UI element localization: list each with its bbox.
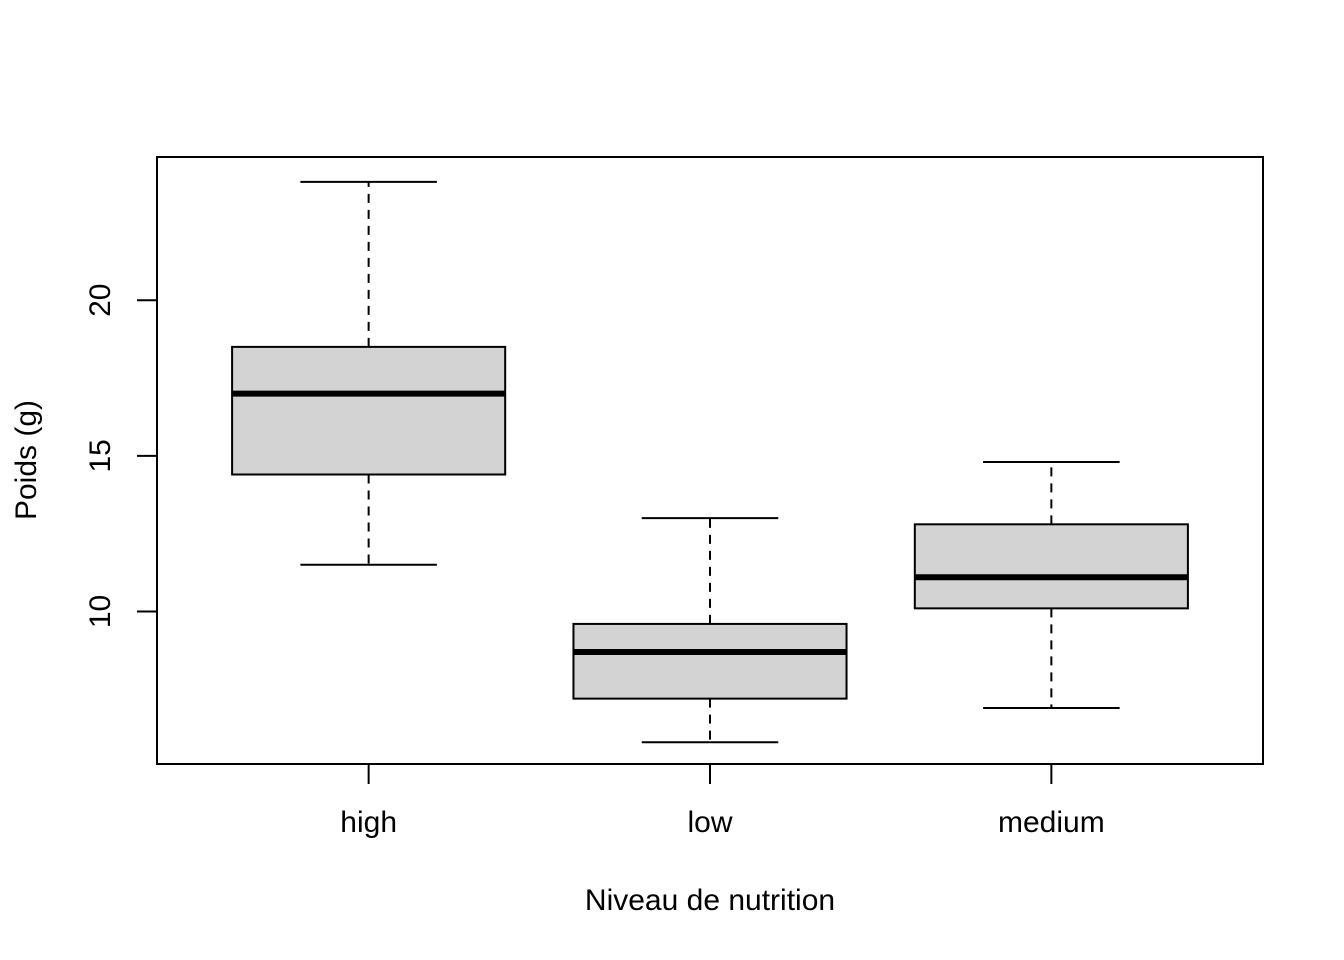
y-tick-label: 10 xyxy=(84,595,117,628)
box-iqr xyxy=(913,523,1189,610)
x-tick-label: high xyxy=(340,806,397,839)
y-axis-title: Poids (g) xyxy=(10,400,43,520)
plot-frame xyxy=(156,156,1264,765)
x-tick-label: medium xyxy=(998,806,1105,839)
y-tick-label: 20 xyxy=(84,284,117,317)
box-group-low xyxy=(572,517,848,744)
box-iqr xyxy=(572,622,848,700)
y-tick-label: 15 xyxy=(84,439,117,472)
box-group-medium xyxy=(913,461,1189,709)
x-axis-title: Niveau de nutrition xyxy=(585,884,835,917)
box-group-high xyxy=(231,180,507,566)
box-iqr xyxy=(231,345,507,476)
plot-area: high low medium 10 15 20 xyxy=(84,180,1189,839)
x-tick-label: low xyxy=(687,806,732,839)
